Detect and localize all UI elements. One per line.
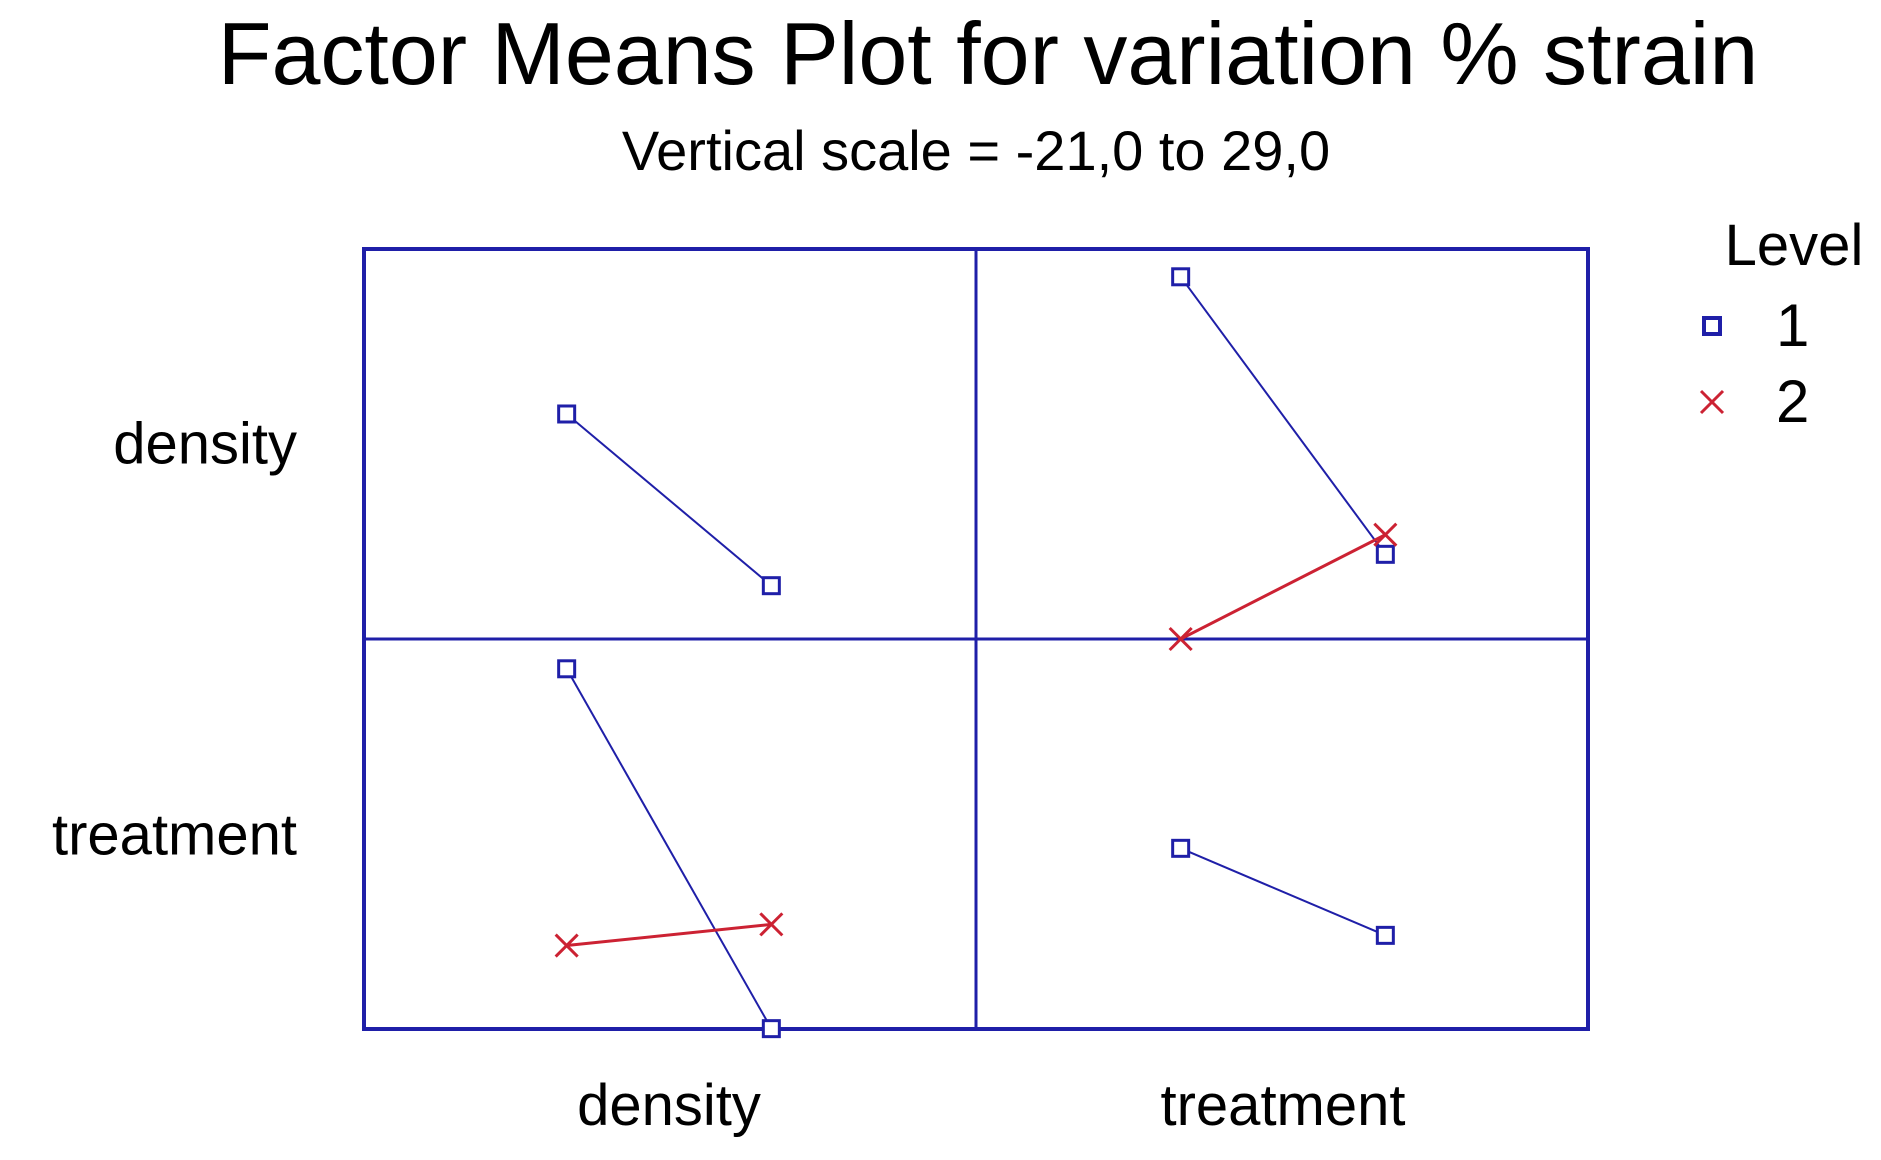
chart-subtitle: Vertical scale = -21,0 to 29,0 — [621, 119, 1331, 182]
row-label-density: density — [113, 411, 297, 477]
square-marker-icon — [1702, 316, 1722, 336]
legend-marker-cell — [1694, 316, 1740, 336]
legend-item-level-1: 1 — [1694, 294, 1881, 358]
legend-item-level-2: 2 — [1694, 370, 1881, 434]
legend-title: Level — [1724, 213, 1864, 278]
col-label-density: density — [577, 1073, 761, 1138]
chart-title: Factor Means Plot for variation % strain — [217, 4, 1759, 103]
legend-item-label: 1 — [1776, 292, 1810, 359]
legend-marker-cell — [1694, 389, 1740, 415]
legend: Level 1 2 — [1694, 214, 1881, 434]
x-marker-icon — [1699, 389, 1725, 415]
legend-item-label: 2 — [1776, 368, 1810, 435]
row-label-treatment: treatment — [52, 802, 297, 868]
col-label-treatment: treatment — [1160, 1073, 1406, 1138]
